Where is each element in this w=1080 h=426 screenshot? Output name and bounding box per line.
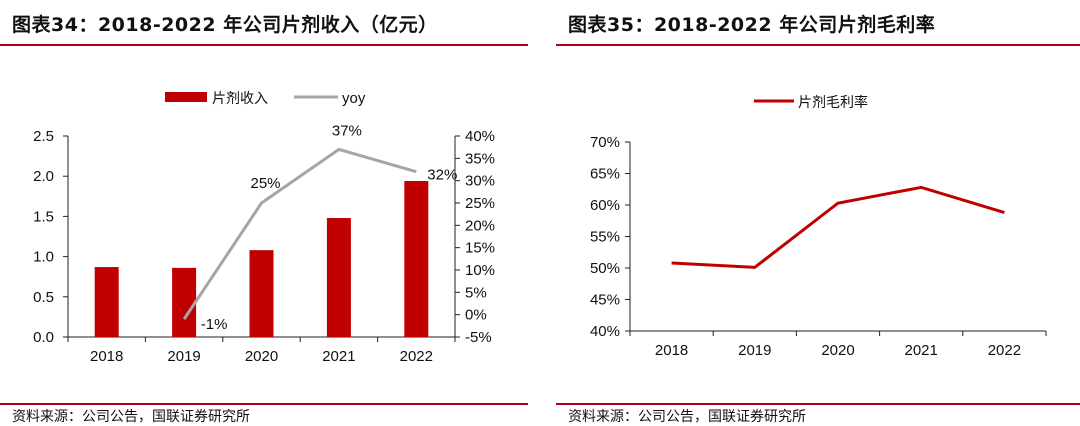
- y-tick-label: 50%: [590, 260, 620, 277]
- x-tick-label: 2018: [90, 348, 123, 365]
- left-y-tick-label: 0.5: [33, 289, 54, 306]
- right-y-tick-label: 40%: [465, 128, 495, 145]
- bar-2019: [172, 267, 197, 337]
- yoy-line: [182, 147, 417, 320]
- x-tick-label: 2019: [167, 348, 200, 365]
- right-y-tick-label: 15%: [465, 240, 495, 257]
- x-tick-label: 2021: [322, 348, 355, 365]
- bar-2020: [249, 250, 274, 337]
- source-note: 资料来源：公司公告，国联证券研究所: [568, 409, 806, 425]
- x-tick-label: 2018: [655, 342, 688, 359]
- yoy-data-label: 25%: [250, 175, 280, 192]
- x-tick-label: 2021: [905, 342, 938, 359]
- right-y-tick-label: 5%: [465, 284, 487, 301]
- source-divider: [0, 403, 528, 405]
- left-y-tick-label: 1.5: [33, 208, 54, 225]
- y-tick-label: 70%: [590, 134, 620, 151]
- right-y-tick-label: 10%: [465, 262, 495, 279]
- chart-title: 图表34：2018-2022 年公司片剂收入（亿元）: [12, 14, 438, 36]
- right-y-tick-label: -5%: [465, 329, 492, 346]
- yoy-data-label: -1%: [201, 316, 228, 333]
- margin-chart-panel: 图表35：2018-2022 年公司片剂毛利率 40% 45% 50% 55% 60% 6…: [556, 0, 1080, 425]
- right-y-tick-label: 25%: [465, 195, 495, 212]
- y-tick-label: 45%: [590, 292, 620, 309]
- right-y-tick-label: 20%: [465, 217, 495, 234]
- chart-title: 图表35：2018-2022 年公司片剂毛利率: [568, 14, 936, 36]
- yoy-data-label: 37%: [332, 122, 362, 139]
- y-tick-label: 60%: [590, 197, 620, 214]
- y-tick-label: 55%: [590, 229, 620, 246]
- x-tick-label: 2022: [988, 342, 1021, 359]
- right-y-tick-label: 0%: [465, 307, 487, 324]
- bar-2018: [94, 267, 119, 337]
- revenue-chart: 0.0 0.5 1.0 1.5 2.0 2.5 -5% 0% 5% 10% 15% 20% 25% 30%…: [33, 90, 495, 365]
- title-divider: [0, 44, 528, 46]
- revenue-chart-panel: 图表34：2018-2022 年公司片剂收入（亿元） 0.0 0.5 1.0 1.5 2…: [0, 0, 528, 425]
- source-note: 资料来源：公司公告，国联证券研究所: [12, 409, 250, 425]
- x-tick-label: 2020: [245, 348, 278, 365]
- margin-line: [671, 185, 1005, 269]
- margin-chart: 40% 45% 50% 55% 60% 65% 70% 2018 2019 2020 2021 202…: [590, 94, 1047, 359]
- title-divider: [556, 44, 1080, 46]
- x-tick-label: 2022: [400, 348, 433, 365]
- bar-2021: [326, 218, 351, 337]
- left-y-tick-label: 0.0: [33, 329, 54, 346]
- source-divider: [556, 403, 1080, 405]
- y-tick-label: 65%: [590, 166, 620, 183]
- right-y-tick-label: 35%: [465, 150, 495, 167]
- left-y-tick-label: 1.0: [33, 249, 54, 266]
- bar-2022: [404, 181, 429, 337]
- y-tick-label: 40%: [590, 323, 620, 340]
- legend-line-label: yoy: [342, 90, 366, 107]
- x-tick-label: 2019: [738, 342, 771, 359]
- legend-bar-label: 片剂收入: [212, 91, 268, 107]
- left-y-tick-label: 2.5: [33, 128, 54, 145]
- left-y-tick-label: 2.0: [33, 168, 54, 185]
- legend-line-label: 片剂毛利率: [798, 94, 868, 111]
- legend-bar-swatch: [165, 92, 207, 102]
- right-y-tick-label: 30%: [465, 173, 495, 190]
- yoy-data-label: 32%: [427, 167, 457, 184]
- x-tick-label: 2020: [821, 342, 854, 359]
